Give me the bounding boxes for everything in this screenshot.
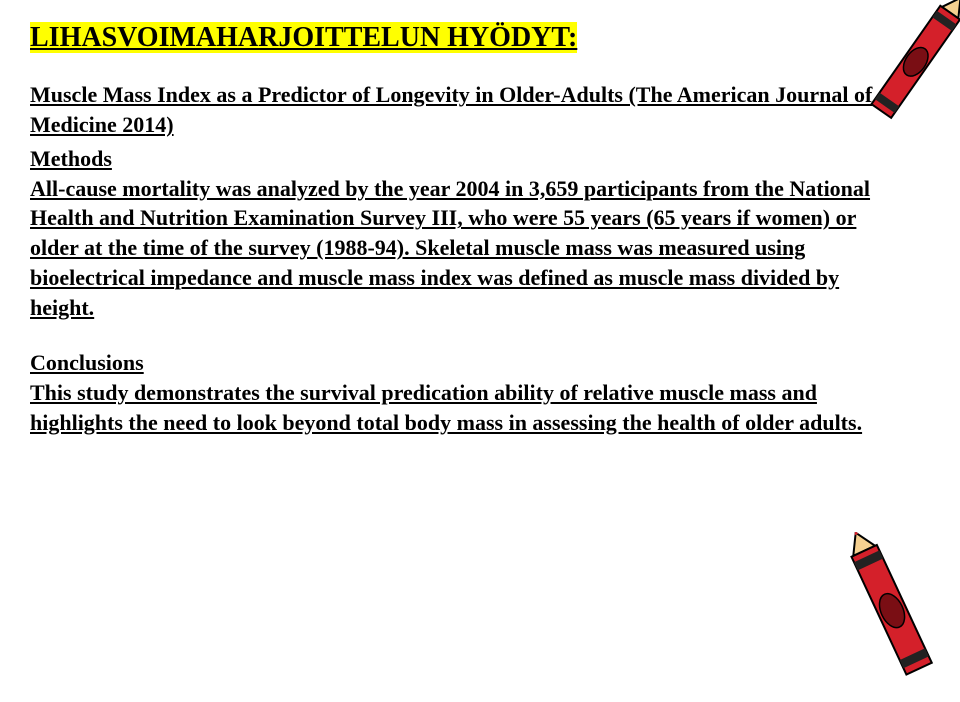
conclusions-block: Conclusions This study demonstrates the … <box>30 350 880 437</box>
conclusions-heading: Conclusions <box>30 350 880 376</box>
crayon-icon <box>840 0 960 150</box>
title-wrap: LIHASVOIMAHARJOITTELUN HYÖDYT: <box>30 20 880 56</box>
crayon-icon <box>820 532 960 702</box>
subtitle: Muscle Mass Index as a Predictor of Long… <box>30 80 880 139</box>
slide-content: LIHASVOIMAHARJOITTELUN HYÖDYT: Muscle Ma… <box>0 0 960 458</box>
methods-heading: Methods <box>30 146 880 172</box>
methods-body: All-cause mortality was analyzed by the … <box>30 174 880 322</box>
page-title: LIHASVOIMAHARJOITTELUN HYÖDYT: <box>30 22 577 53</box>
conclusions-body: This study demonstrates the survival pre… <box>30 378 880 437</box>
